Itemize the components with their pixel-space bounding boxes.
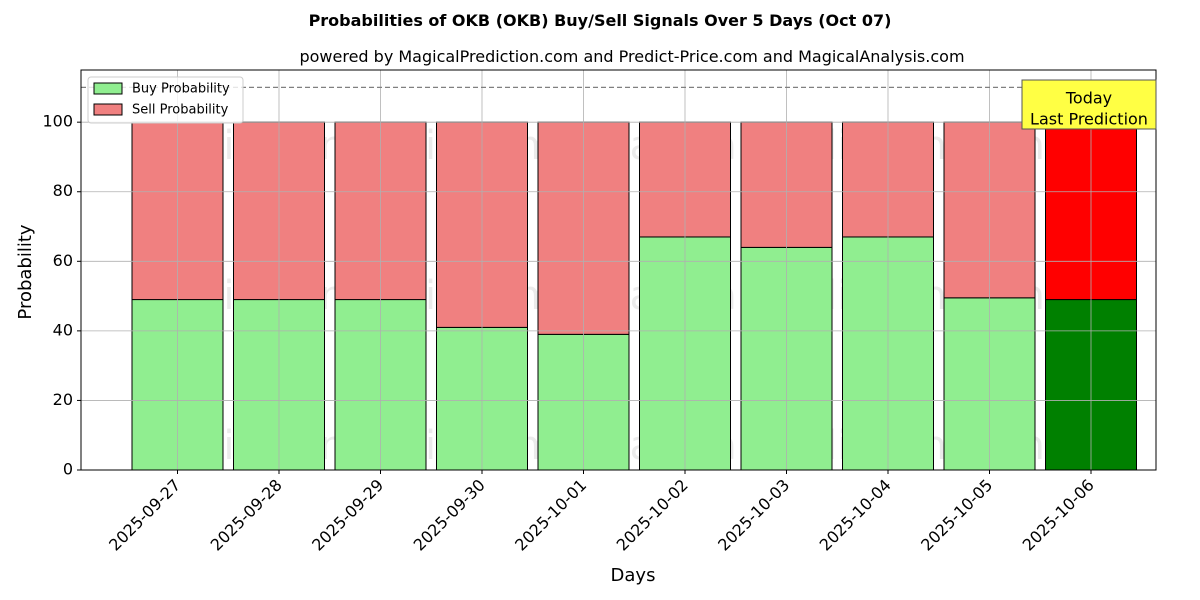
x-tick-label: 2025-09-29	[308, 475, 387, 554]
y-tick-label: 20	[53, 390, 73, 409]
legend-swatch	[93, 82, 123, 95]
chart-title: Probabilities of OKB (OKB) Buy/Sell Sign…	[309, 11, 892, 30]
x-tick-label: 2025-10-04	[816, 475, 895, 554]
legend-swatch	[93, 103, 123, 116]
plot-frame	[80, 69, 1157, 471]
annotation-text: Today	[1065, 89, 1112, 108]
y-tick-label: 80	[53, 181, 73, 200]
x-tick-label: 2025-09-28	[207, 475, 286, 554]
x-tick-label: 2025-10-05	[917, 475, 996, 554]
y-tick-label: 100	[42, 112, 73, 131]
annotation-text: Last Prediction	[1030, 110, 1148, 129]
legend: Buy Probability Sell Probability	[87, 76, 244, 124]
chart-subtitle: powered by MagicalPrediction.com and Pre…	[299, 47, 964, 66]
today-annotation: Today Last Prediction	[1021, 79, 1157, 130]
x-tick-label: 2025-09-30	[410, 475, 489, 554]
legend-box	[87, 76, 244, 124]
x-tick-label: 2025-09-27	[105, 475, 184, 554]
x-tick-label: 2025-10-03	[714, 475, 793, 554]
y-tick-label: 0	[63, 460, 73, 479]
y-axis-label: Probability	[15, 224, 36, 319]
x-tick-label: 2025-10-02	[613, 475, 692, 554]
annotation-box	[1021, 79, 1157, 130]
y-tick-label: 40	[53, 320, 73, 339]
x-tick-label: 2025-10-01	[511, 475, 590, 554]
x-axis-label: Days	[611, 565, 656, 586]
legend-label: Sell Probability	[132, 103, 229, 118]
y-tick-label: 60	[53, 251, 73, 270]
plot-area: MagicalAnalysis.comMagicalPrediction.com…	[42, 69, 1157, 555]
legend-label: Buy Probability	[132, 82, 230, 97]
x-tick-label: 2025-10-06	[1019, 475, 1098, 554]
